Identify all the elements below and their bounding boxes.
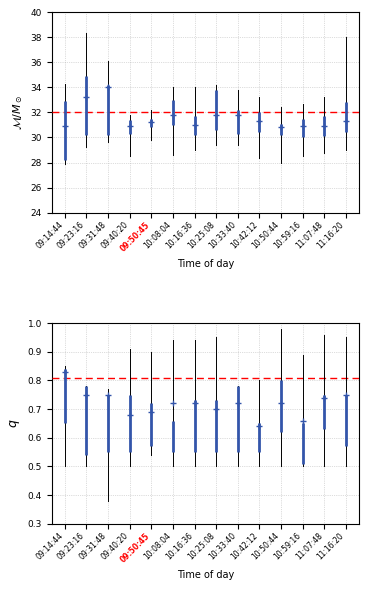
Y-axis label: $\mathcal{M}/M_\odot$: $\mathcal{M}/M_\odot$ xyxy=(11,95,25,130)
X-axis label: Time of day: Time of day xyxy=(177,259,234,268)
X-axis label: Time of day: Time of day xyxy=(177,570,234,580)
Y-axis label: $q$: $q$ xyxy=(8,418,22,428)
